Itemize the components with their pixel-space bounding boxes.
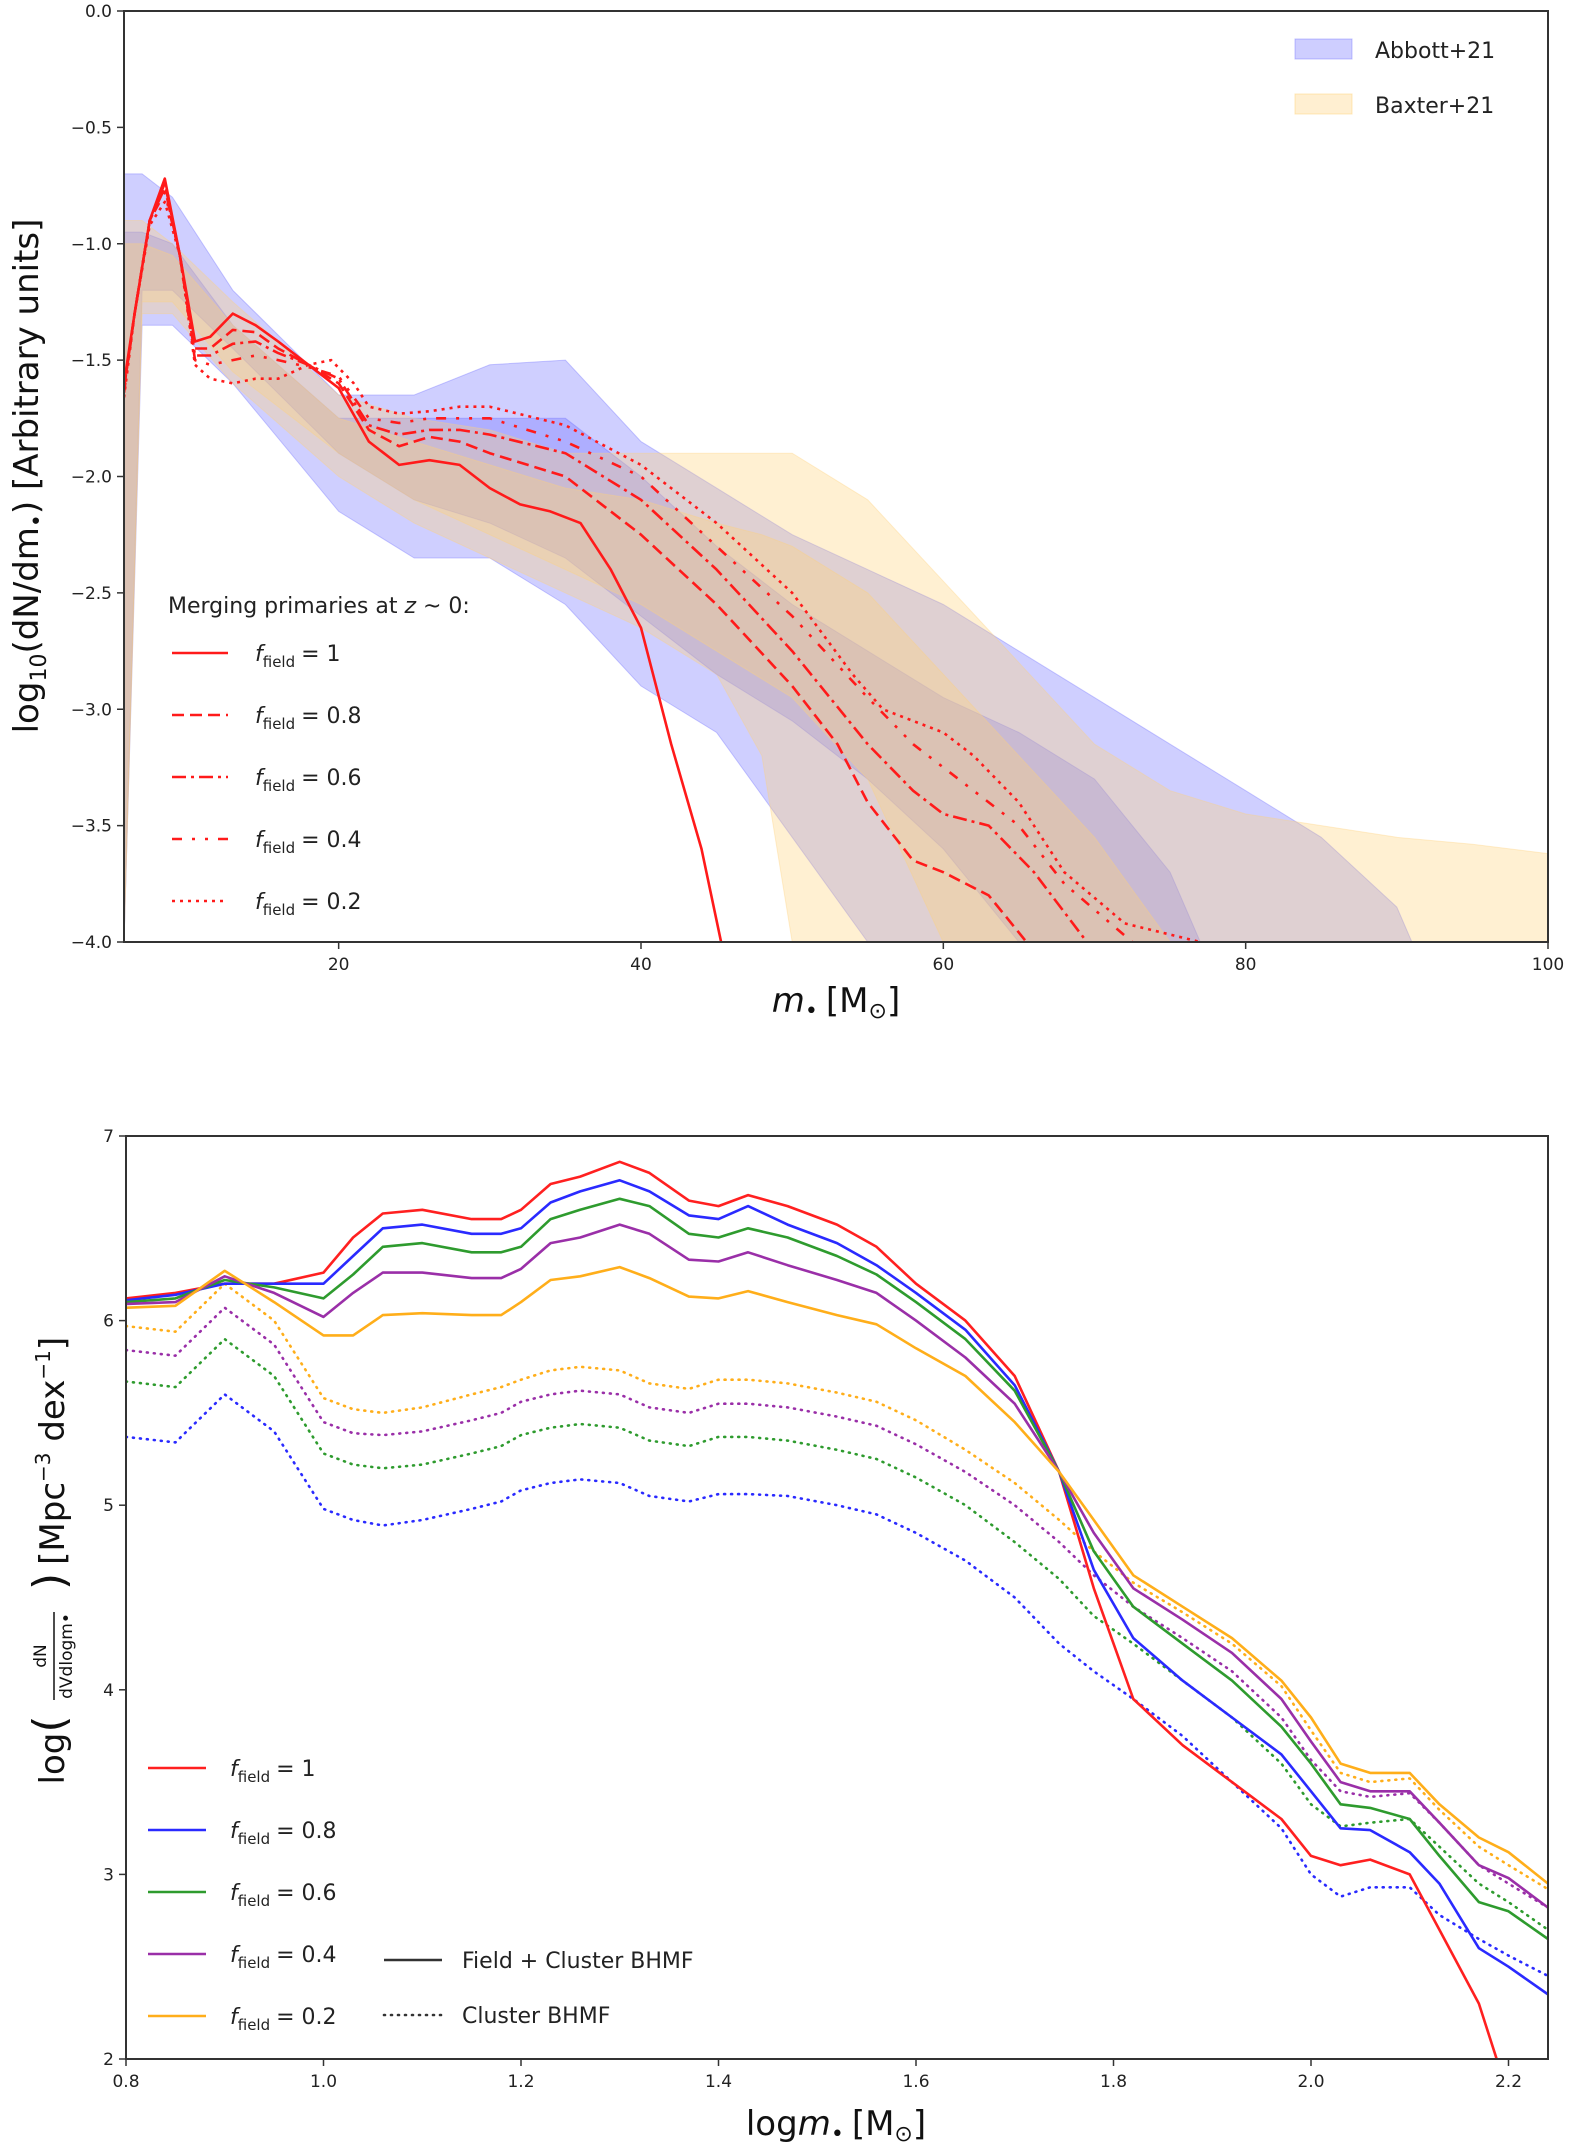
- legend-label-abbott: Abbott+21: [1375, 39, 1495, 64]
- legend-label: Field + Cluster BHMF: [462, 1949, 694, 1974]
- legend-label: ffield = 1: [230, 1757, 316, 1786]
- top-line-legend: Merging primaries at z ~ 0: ffield = 1 ffi…: [168, 594, 470, 919]
- top-x-axis: 20 40 60 80 100: [328, 942, 1564, 975]
- top-legend-title: Merging primaries at z ~ 0:: [168, 594, 470, 619]
- bottom-legend-color-entry: ffield = 1: [148, 1757, 316, 1786]
- ylabel-log: log(: [24, 1715, 75, 1784]
- bottom-lines-layer: [126, 1160, 1548, 2059]
- x-tick-label: 80: [1235, 955, 1257, 975]
- x-tick-label: 60: [933, 955, 955, 975]
- top-series-ffield-0-4: [124, 191, 1134, 942]
- legend-label: ffield = 0.2: [255, 890, 362, 919]
- legend-label: ffield = 1: [255, 642, 341, 671]
- top-y-axis-title: log10(dN/dm•) [Arbitrary units]: [7, 219, 52, 734]
- legend-swatch-baxter: [1294, 93, 1353, 115]
- y-tick-label: 2: [103, 2050, 114, 2070]
- y-tick-label: 6: [103, 1312, 114, 1332]
- y-tick-label: −3.0: [71, 700, 112, 720]
- x-tick-label: 1.4: [705, 2072, 732, 2092]
- bottom-series-field-cluster-ffield-0-8: [126, 1179, 1548, 1996]
- x-tick-label: 1.8: [1100, 2072, 1127, 2092]
- band-abbott-21-outer: [124, 173, 1413, 942]
- top-band-legend: Abbott+21 Baxter+21: [1294, 38, 1495, 119]
- bottom-style-legend: Field + Cluster BHMF Cluster BHMF: [382, 1949, 694, 2029]
- y-tick-label: 4: [103, 1681, 114, 1701]
- x-tick-label: 1.2: [507, 2072, 534, 2092]
- top-chart-panel: 0.0 −0.5 −1.0 −1.5 −2.0 −2.5 −3.0 −3.5 −4.0 20 40…: [7, 2, 1564, 1024]
- y-tick-label: 0.0: [85, 2, 112, 22]
- legend-label: ffield = 0.4: [230, 1943, 337, 1972]
- top-legend-entry: ffield = 0.2: [172, 890, 362, 919]
- ylabel-frac-num: dN: [31, 1644, 51, 1668]
- y-tick-label: −2.0: [71, 468, 112, 488]
- x-tick-label: 1.0: [310, 2072, 337, 2092]
- y-tick-label: 3: [103, 1865, 114, 1885]
- bottom-y-axis-title: log( dN dVdlogm• )[Mpc−3 dex−1]: [24, 1337, 77, 1785]
- bottom-x-axis: 0.8 1.0 1.2 1.4 1.6 1.8 2.0 2.2: [112, 2059, 1522, 2092]
- bottom-legend-color-entry: ffield = 0.8: [148, 1819, 337, 1848]
- bottom-series-cluster-ffield-0-4: [126, 1306, 1548, 1909]
- bottom-series-cluster-ffield-0-8: [126, 1393, 1548, 1978]
- bottom-legend-color-entry: ffield = 0.2: [148, 2005, 337, 2034]
- band-baxter-21-inner: [124, 243, 1171, 942]
- y-tick-label: −4.0: [71, 933, 112, 953]
- x-tick-label: 2.2: [1495, 2072, 1522, 2092]
- y-tick-label: −2.5: [71, 584, 112, 604]
- top-bands-layer: [124, 173, 1548, 942]
- x-tick-label: 0.8: [112, 2072, 139, 2092]
- legend-label: Cluster BHMF: [462, 2004, 610, 2029]
- bottom-legend-style-entry: Field + Cluster BHMF: [384, 1949, 694, 1974]
- top-legend-entry: ffield = 1: [172, 642, 341, 671]
- bottom-color-legend: ffield = 1 ffield = 0.8 ffield = 0.6 ffield = 0…: [148, 1757, 337, 2034]
- top-legend-entry: ffield = 0.4: [172, 828, 362, 857]
- top-legend-entry: ffield = 0.6: [172, 766, 362, 795]
- top-y-axis: 0.0 −0.5 −1.0 −1.5 −2.0 −2.5 −3.0 −3.5 −4.0: [71, 2, 124, 953]
- y-tick-label: 5: [103, 1496, 114, 1516]
- y-tick-label: −1.5: [71, 351, 112, 371]
- bottom-x-axis-title: logm• [M⊙]: [746, 2104, 926, 2147]
- bottom-series-field-cluster-ffield-0-2: [126, 1265, 1548, 1885]
- legend-label: ffield = 0.4: [255, 828, 362, 857]
- ylabel-frac-den: dVdlogm•: [57, 1613, 77, 1699]
- top-x-axis-title: m• [M⊙]: [772, 981, 900, 1024]
- legend-label: ffield = 0.6: [230, 1881, 337, 1910]
- bottom-plot-frame: [125, 1135, 1549, 2060]
- legend-label: ffield = 0.8: [255, 704, 362, 733]
- top-legend-entry: ffield = 0.8: [172, 704, 362, 733]
- bottom-series-field-cluster-ffield-0-6: [126, 1197, 1548, 1941]
- legend-label: ffield = 0.2: [230, 2005, 337, 2034]
- bottom-legend-color-entry: ffield = 0.6: [148, 1881, 337, 1910]
- top-series-ffield-0-6: [124, 186, 1088, 942]
- bottom-chart-panel: 2 3 4 5 6 7 0.8 1.0 1.2 1.4 1.6 1.8 2.0 2.2 logm• [M⊙…: [24, 1127, 1549, 2147]
- legend-label-baxter: Baxter+21: [1375, 94, 1494, 119]
- ylabel-unit: )[Mpc−3 dex−1]: [24, 1337, 75, 1590]
- x-tick-label: 2.0: [1297, 2072, 1324, 2092]
- bottom-series-field-cluster-ffield-0-4: [126, 1223, 1548, 1909]
- top-lines-layer: [124, 177, 1201, 942]
- bottom-legend-style-entry: Cluster BHMF: [382, 2004, 610, 2029]
- x-tick-label: 1.6: [902, 2072, 929, 2092]
- y-tick-label: −0.5: [71, 118, 112, 138]
- y-tick-label: −1.0: [71, 235, 112, 255]
- x-tick-label: 20: [328, 955, 350, 975]
- y-tick-label: −3.5: [71, 817, 112, 837]
- bottom-y-axis: 2 3 4 5 6 7: [103, 1127, 126, 2070]
- x-tick-label: 100: [1532, 955, 1564, 975]
- y-tick-label: 7: [103, 1127, 114, 1147]
- x-tick-label: 40: [630, 955, 652, 975]
- band-abbott-21-inner: [124, 231, 1201, 942]
- bottom-series-field-cluster-ffield-1: [126, 1160, 1499, 2059]
- legend-label: ffield = 0.8: [230, 1819, 337, 1848]
- legend-label: ffield = 0.6: [255, 766, 362, 795]
- bottom-legend-color-entry: ffield = 0.4: [148, 1943, 337, 1972]
- legend-swatch-abbott: [1294, 38, 1353, 60]
